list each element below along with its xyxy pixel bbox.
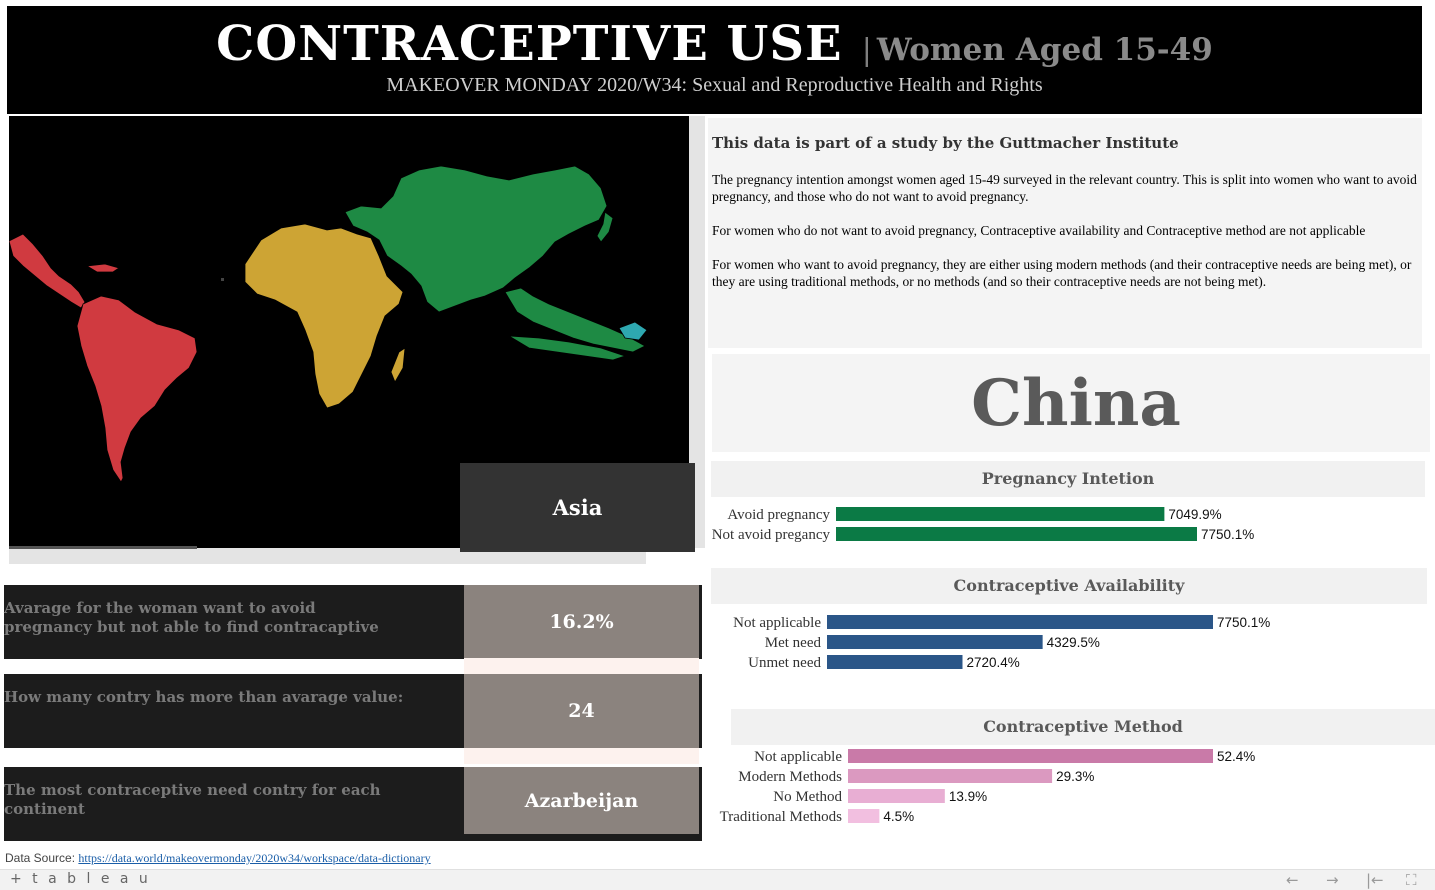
bar[interactable] xyxy=(827,655,963,669)
bar-category-label: Not applicable xyxy=(733,615,821,631)
asia-shape[interactable] xyxy=(344,165,608,313)
kpi-value: 16.2% xyxy=(549,611,614,633)
pregnancy-intention-title: Pregnancy Intetion xyxy=(711,461,1425,497)
kpi-value-box: 16.2% xyxy=(464,585,699,659)
bar[interactable] xyxy=(848,789,945,803)
southeast-asia-shape[interactable] xyxy=(504,287,646,353)
dashboard-subtitle: MAKEOVER MONDAY 2020/W34: Sexual and Rep… xyxy=(386,74,1043,96)
contraceptive-availability-title: Contraceptive Availability xyxy=(711,568,1427,604)
central-america-shape[interactable] xyxy=(9,233,86,309)
japan-shape[interactable] xyxy=(596,211,614,243)
bar[interactable] xyxy=(848,749,1213,763)
data-source-link[interactable]: https://data.world/makeovermonday/2020w3… xyxy=(78,851,431,865)
tableau-logo[interactable]: + t a b l e a u xyxy=(10,871,151,887)
contraceptive-availability-chart[interactable]: Not applicable 7750.1% Met need 4329.5% Unme… xyxy=(700,612,1435,676)
map-dot xyxy=(221,278,224,281)
bar-category-label: Avoid pregnancy xyxy=(727,507,830,523)
data-source-label: Data Source: xyxy=(5,851,76,865)
map-horizontal-scrollbar[interactable] xyxy=(9,548,646,564)
pregnancy-intention-chart[interactable]: Avoid pregnancy 7049.9% Not avoid pregancy… xyxy=(700,504,1435,548)
kpi-label: How many contry has more than avarage va… xyxy=(4,688,404,706)
kpi-countries-above-average: How many contry has more than avarage va… xyxy=(4,674,702,748)
contraceptive-method-chart[interactable]: Not applicable 52.4% Modern Methods 29.3% No… xyxy=(700,746,1435,830)
bar-value-label: 4329.5% xyxy=(1047,635,1100,650)
title-separator: | xyxy=(861,33,872,68)
selected-continent-name: Asia xyxy=(552,495,603,520)
data-source: Data Source: https://data.world/makeover… xyxy=(5,851,431,866)
kpi-label: Avarage for the woman want to avoid preg… xyxy=(4,599,379,636)
kpi-value: Azarbeijan xyxy=(524,789,639,812)
bar[interactable] xyxy=(827,635,1043,649)
revert-icon[interactable]: |← xyxy=(1366,871,1384,889)
world-map[interactable] xyxy=(9,116,689,548)
kpi-divider xyxy=(464,658,699,674)
kpi-most-need-country: The most contraceptive need contry for e… xyxy=(4,767,702,841)
bar[interactable] xyxy=(848,809,880,823)
description-paragraph: For women who do not want to avoid pregn… xyxy=(712,223,1366,238)
bar-category-label: Unmet need xyxy=(748,655,821,671)
bar-value-label: 7750.1% xyxy=(1217,615,1270,630)
papua-shape[interactable] xyxy=(618,321,648,341)
dashboard-title: CONTRACEPTIVE USE xyxy=(216,16,843,72)
kpi-label: The most contraceptive need contry for e… xyxy=(4,781,381,818)
indonesia-shape[interactable] xyxy=(508,335,627,361)
dashboard-title-sub: Women Aged 15-49 xyxy=(876,32,1213,68)
kpi-value-box: 24 xyxy=(464,674,699,748)
bar-value-label: 4.5% xyxy=(883,809,914,824)
bar-value-label: 7049.9% xyxy=(1168,507,1221,522)
madagascar-shape[interactable] xyxy=(390,347,406,383)
bar[interactable] xyxy=(827,615,1213,629)
asia-region[interactable] xyxy=(344,165,646,361)
undo-icon[interactable]: ← xyxy=(1286,871,1299,889)
bar-category-label: Modern Methods xyxy=(738,769,842,785)
description-paragraph: The pregnancy intention amongst women ag… xyxy=(712,172,1417,204)
bar-category-label: Traditional Methods xyxy=(720,809,843,825)
oceania-region[interactable] xyxy=(618,321,648,341)
fullscreen-icon[interactable]: ⛶ xyxy=(1406,871,1417,889)
americas-region[interactable] xyxy=(9,233,198,483)
africa-region[interactable] xyxy=(244,223,406,409)
description-paragraph: For women who want to avoid pregnancy, t… xyxy=(712,257,1412,289)
bar-category-label: Not applicable xyxy=(754,749,842,765)
tableau-toolbar: + t a b l e a u ← → |← ⛶ xyxy=(0,869,1435,890)
description-heading: This data is part of a study by the Gutt… xyxy=(712,134,1179,152)
bar-value-label: 29.3% xyxy=(1056,769,1094,784)
caribbean-shape[interactable] xyxy=(85,263,120,273)
south-america-shape[interactable] xyxy=(76,295,198,483)
title-line: CONTRACEPTIVE USE | Women Aged 15-49 xyxy=(7,16,1422,72)
bar-value-label: 7750.1% xyxy=(1201,527,1254,542)
bar[interactable] xyxy=(836,527,1197,541)
dashboard-header: CONTRACEPTIVE USE | Women Aged 15-49 MAK… xyxy=(7,6,1422,114)
redo-icon[interactable]: → xyxy=(1326,871,1339,889)
bar-category-label: Met need xyxy=(765,635,822,651)
bar-value-label: 2720.4% xyxy=(966,655,1019,670)
bar-category-label: Not avoid pregancy xyxy=(712,527,831,543)
kpi-value: 24 xyxy=(568,700,595,722)
kpi-value-box: Azarbeijan xyxy=(464,767,699,834)
kpi-avg-unmet-need: Avarage for the woman want to avoid preg… xyxy=(4,585,702,659)
bar[interactable] xyxy=(836,507,1165,521)
map-vertical-scrollbar[interactable] xyxy=(689,116,705,548)
africa-shape[interactable] xyxy=(244,223,404,409)
description-panel: This data is part of a study by the Gutt… xyxy=(708,118,1422,348)
bar[interactable] xyxy=(848,769,1053,783)
bar-value-label: 52.4% xyxy=(1217,749,1255,764)
selected-country-name: China xyxy=(971,365,1181,441)
bar-category-label: No Method xyxy=(773,789,842,805)
kpi-divider xyxy=(464,748,699,764)
map-scrollbar-thumb[interactable] xyxy=(9,546,197,549)
selected-continent-card: Asia xyxy=(460,463,695,552)
country-panel: China xyxy=(712,354,1430,452)
bar-value-label: 13.9% xyxy=(949,789,987,804)
map-canvas[interactable] xyxy=(9,116,689,548)
contraceptive-method-title: Contraceptive Method xyxy=(731,709,1435,745)
